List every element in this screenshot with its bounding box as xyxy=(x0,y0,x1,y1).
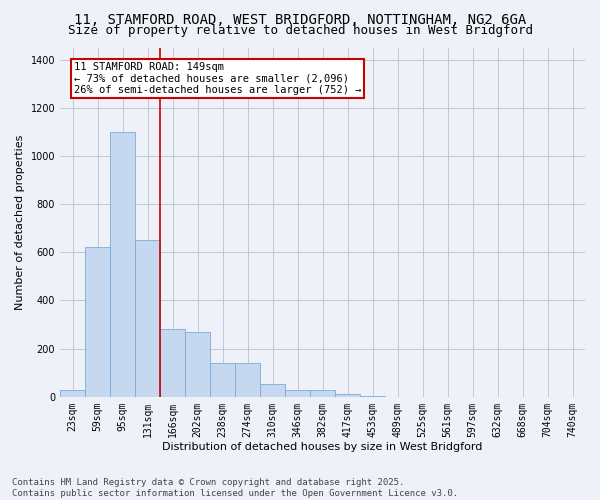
Bar xyxy=(60,390,85,397)
Bar xyxy=(210,363,235,397)
Bar xyxy=(110,132,135,397)
Bar xyxy=(310,390,335,397)
Bar xyxy=(185,332,210,397)
Bar xyxy=(235,363,260,397)
Bar xyxy=(160,330,185,397)
Bar xyxy=(135,240,160,397)
Text: Contains HM Land Registry data © Crown copyright and database right 2025.
Contai: Contains HM Land Registry data © Crown c… xyxy=(12,478,458,498)
Y-axis label: Number of detached properties: Number of detached properties xyxy=(15,134,25,310)
Bar xyxy=(285,390,310,397)
Bar xyxy=(260,384,285,397)
Text: Size of property relative to detached houses in West Bridgford: Size of property relative to detached ho… xyxy=(67,24,533,37)
Text: 11, STAMFORD ROAD, WEST BRIDGFORD, NOTTINGHAM, NG2 6GA: 11, STAMFORD ROAD, WEST BRIDGFORD, NOTTI… xyxy=(74,12,526,26)
Bar xyxy=(335,394,360,397)
Bar xyxy=(85,248,110,397)
Text: 11 STAMFORD ROAD: 149sqm
← 73% of detached houses are smaller (2,096)
26% of sem: 11 STAMFORD ROAD: 149sqm ← 73% of detach… xyxy=(74,62,361,95)
X-axis label: Distribution of detached houses by size in West Bridgford: Distribution of detached houses by size … xyxy=(163,442,483,452)
